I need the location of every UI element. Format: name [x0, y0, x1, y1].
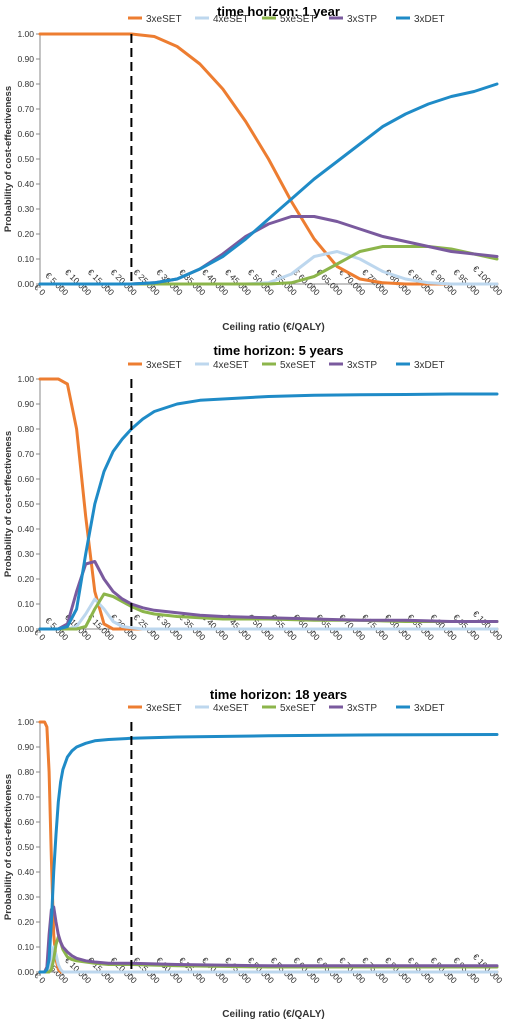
- legend-label: 3xDET: [414, 360, 445, 371]
- y-tick-label: 0.10: [17, 599, 34, 609]
- y-tick-label: 0.20: [17, 917, 34, 927]
- series-line-4xeSET: [38, 597, 499, 631]
- y-tick-label: 0.70: [17, 792, 34, 802]
- y-tick-label: 0.50: [17, 842, 34, 852]
- legend-label: 3xeSET: [146, 14, 182, 25]
- series-line-4xeSET: [38, 945, 499, 974]
- y-tick-label: 0.10: [17, 254, 34, 264]
- y-axis-label: Probability of cost-effectiveness: [3, 431, 14, 577]
- series-line-3xDET: [38, 733, 499, 974]
- x-axis-label: Ceiling ratio (€/QALY): [222, 322, 324, 333]
- y-tick-label: 0.70: [17, 449, 34, 459]
- y-tick-label: 0.60: [17, 474, 34, 484]
- legend-label: 5xeSET: [280, 360, 316, 371]
- y-tick-label: 1.00: [17, 29, 34, 39]
- y-tick-label: 0.50: [17, 499, 34, 509]
- legend-label: 3xSTP: [347, 703, 377, 714]
- chart-title: time horizon: 1 year: [217, 4, 340, 19]
- series-line-3xDET: [38, 82, 499, 286]
- y-tick-label: 0.00: [17, 967, 34, 977]
- y-tick-label: 0.90: [17, 742, 34, 752]
- chart-panel-2: time horizon: 5 years 3xeSET 4xeSET 5xeSET 3…: [3, 343, 505, 643]
- x-axis-label: Ceiling ratio (€/QALY): [222, 1009, 324, 1020]
- y-tick-label: 1.00: [17, 374, 34, 384]
- y-tick-label: 0.80: [17, 79, 34, 89]
- y-tick-label: 0.00: [17, 624, 34, 634]
- y-tick-label: 0.40: [17, 179, 34, 189]
- chart-title: time horizon: 18 years: [210, 687, 347, 702]
- y-tick-label: 0.30: [17, 204, 34, 214]
- y-tick-label: 1.00: [17, 717, 34, 727]
- legend-label: 3xeSET: [146, 703, 182, 714]
- chart-panel-1: time horizon: 1 year 3xeSET 4xeSET 5xeSET 3x…: [3, 4, 505, 333]
- legend-label: 5xeSET: [280, 703, 316, 714]
- series-line-3xSTP: [38, 905, 499, 974]
- series-line-3xeSET: [38, 720, 499, 974]
- y-tick-label: 0.90: [17, 399, 34, 409]
- y-axis-label: Probability of cost-effectiveness: [3, 86, 14, 232]
- y-tick-label: 0.50: [17, 154, 34, 164]
- y-tick-label: 0.60: [17, 129, 34, 139]
- legend-label: 4xeSET: [213, 14, 249, 25]
- y-tick-label: 0.40: [17, 867, 34, 877]
- legend-label: 3xDET: [414, 14, 445, 25]
- chart-panel-3: time horizon: 18 years 3xeSET 4xeSET 5xeSET…: [3, 687, 505, 1020]
- series-line-3xDET: [38, 392, 499, 631]
- legend-label: 4xeSET: [213, 703, 249, 714]
- y-tick-label: 0.90: [17, 54, 34, 64]
- legend-label: 4xeSET: [213, 360, 249, 371]
- y-tick-label: 0.80: [17, 767, 34, 777]
- legend-label: 3xeSET: [146, 360, 182, 371]
- y-tick-label: 0.10: [17, 942, 34, 952]
- series-line-3xeSET: [38, 32, 499, 286]
- y-tick-label: 0.30: [17, 549, 34, 559]
- y-tick-label: 0.40: [17, 524, 34, 534]
- y-tick-label: 0.00: [17, 279, 34, 289]
- chart-title: time horizon: 5 years: [213, 343, 343, 358]
- series-line-5xeSET: [38, 245, 499, 286]
- y-tick-label: 0.70: [17, 104, 34, 114]
- y-tick-label: 0.60: [17, 817, 34, 827]
- y-tick-label: 0.20: [17, 229, 34, 239]
- legend-label: 3xSTP: [347, 14, 377, 25]
- series-line-4xeSET: [38, 250, 499, 286]
- y-tick-label: 0.30: [17, 892, 34, 902]
- legend-label: 3xDET: [414, 703, 445, 714]
- y-axis-label: Probability of cost-effectiveness: [3, 774, 14, 920]
- y-tick-label: 0.80: [17, 424, 34, 434]
- legend-label: 3xSTP: [347, 360, 377, 371]
- series-line-5xeSET: [38, 592, 499, 631]
- legend-label: 5xeSET: [280, 14, 316, 25]
- series-line-3xeSET: [38, 377, 499, 631]
- y-tick-label: 0.20: [17, 574, 34, 584]
